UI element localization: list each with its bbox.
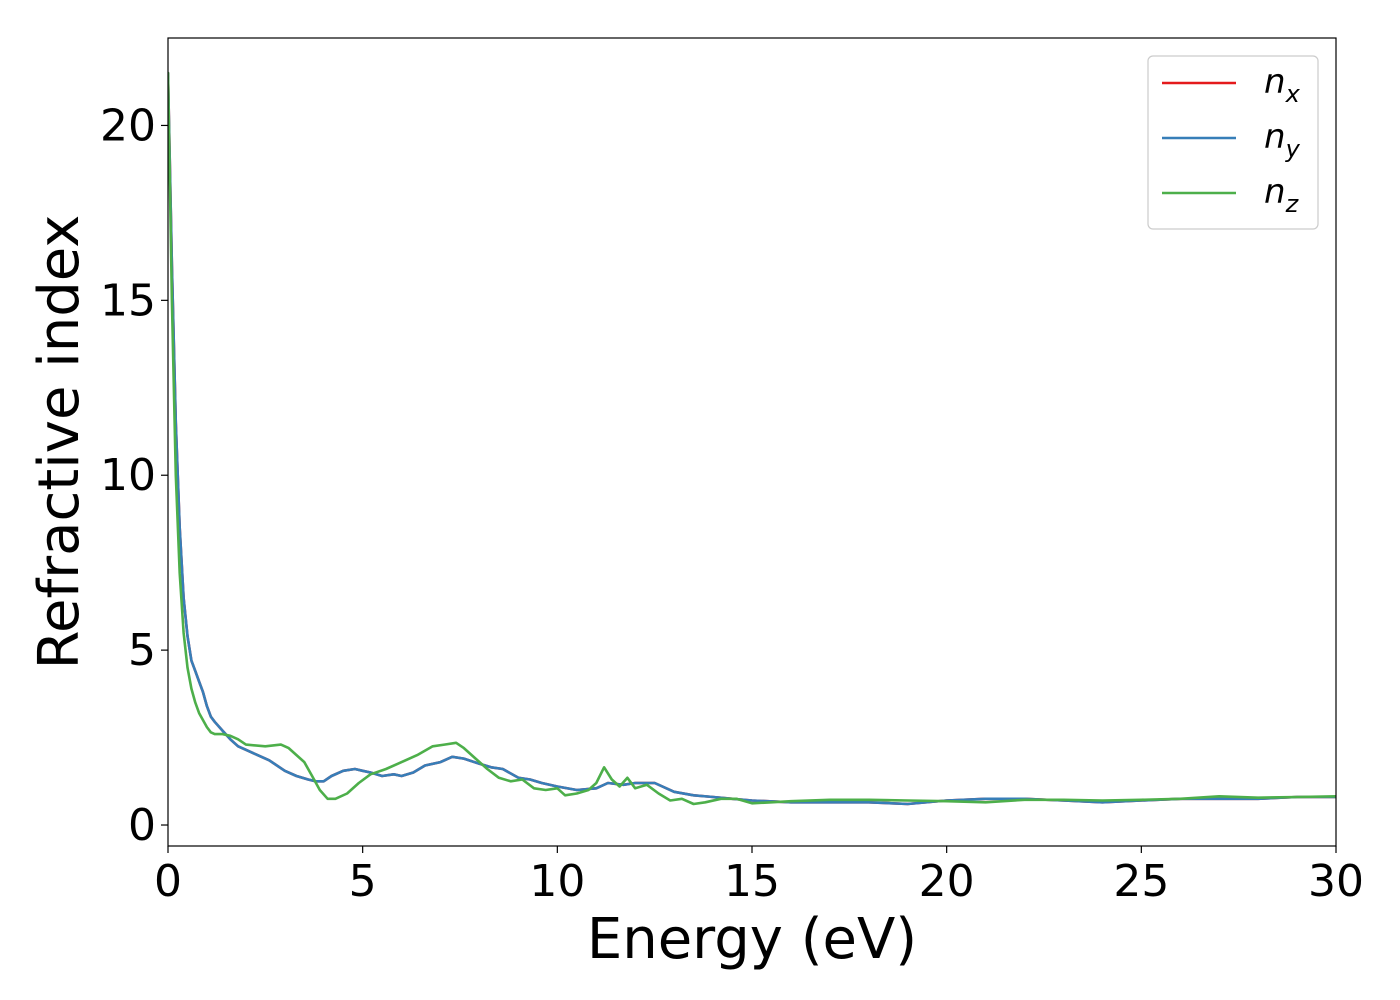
legend-label-main: n: [1264, 62, 1286, 102]
y-tick-label: 20: [100, 100, 156, 151]
legend-label-subscript: x: [1285, 80, 1301, 108]
x-tick-label: 15: [724, 856, 780, 907]
legend-label-n-x: nx: [1264, 62, 1301, 108]
y-tick-label: 10: [100, 450, 156, 501]
y-tick-label: 5: [128, 625, 156, 676]
y-tick-label: 15: [100, 275, 156, 326]
legend-label-subscript: y: [1285, 135, 1301, 163]
x-axis-ticks: 0 5 10 15 20 25 30: [154, 846, 1364, 907]
x-tick-label: 5: [349, 856, 377, 907]
plot-area: [168, 38, 1336, 846]
series-line-n-y: [168, 71, 1336, 806]
series-line-n-z: [168, 71, 1336, 806]
y-axis-ticks: 0 5 10 15 20: [100, 100, 168, 851]
x-tick-label: 10: [529, 856, 585, 907]
y-tick-label: 0: [128, 800, 156, 851]
legend-label-subscript: z: [1285, 190, 1300, 218]
legend-label-n-y: ny: [1264, 117, 1301, 163]
y-axis-label: Refractive index: [27, 215, 92, 670]
x-axis-label: Energy (eV): [587, 907, 917, 972]
x-tick-label: 0: [154, 856, 182, 907]
x-tick-label: 30: [1308, 856, 1364, 907]
legend-label-n-z: nz: [1264, 172, 1300, 218]
x-tick-label: 20: [919, 856, 975, 907]
plot-background: [168, 38, 1336, 846]
legend-label-main: n: [1264, 172, 1286, 212]
x-tick-label: 25: [1113, 856, 1169, 907]
series-layer: [168, 71, 1336, 806]
legend-label-main: n: [1264, 117, 1286, 157]
legend-box: [1147, 55, 1319, 230]
